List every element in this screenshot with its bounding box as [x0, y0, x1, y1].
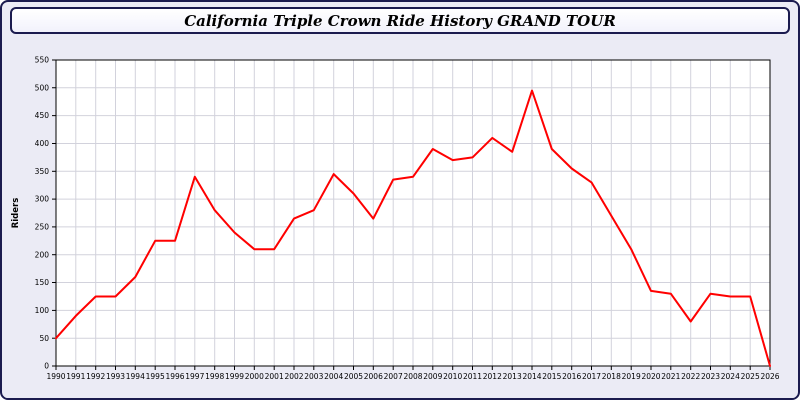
svg-text:1996: 1996: [165, 372, 184, 381]
svg-text:200: 200: [35, 250, 50, 259]
svg-text:300: 300: [35, 195, 50, 204]
svg-text:2003: 2003: [304, 372, 323, 381]
svg-text:Riders: Riders: [11, 198, 21, 229]
svg-text:2022: 2022: [681, 372, 700, 381]
svg-text:1990: 1990: [46, 372, 65, 381]
svg-text:2011: 2011: [463, 372, 482, 381]
svg-text:2000: 2000: [245, 372, 264, 381]
svg-text:1997: 1997: [185, 372, 204, 381]
svg-text:2013: 2013: [503, 372, 522, 381]
svg-text:2002: 2002: [284, 372, 303, 381]
svg-text:2001: 2001: [265, 372, 284, 381]
svg-text:2026: 2026: [760, 372, 779, 381]
svg-text:2014: 2014: [522, 372, 541, 381]
svg-text:2023: 2023: [701, 372, 720, 381]
svg-text:500: 500: [35, 83, 50, 92]
svg-text:2015: 2015: [542, 372, 561, 381]
svg-text:0: 0: [44, 362, 49, 371]
svg-text:150: 150: [35, 278, 50, 287]
svg-text:1993: 1993: [106, 372, 125, 381]
svg-text:2019: 2019: [622, 372, 641, 381]
svg-text:2012: 2012: [483, 372, 502, 381]
svg-text:2020: 2020: [641, 372, 660, 381]
svg-text:50: 50: [39, 334, 49, 343]
svg-text:2007: 2007: [384, 372, 403, 381]
svg-text:2006: 2006: [364, 372, 383, 381]
svg-text:2025: 2025: [741, 372, 760, 381]
svg-text:1995: 1995: [146, 372, 165, 381]
chart-title: California Triple Crown Ride History GRA…: [184, 11, 616, 30]
svg-text:1998: 1998: [205, 372, 224, 381]
svg-text:1992: 1992: [86, 372, 105, 381]
svg-text:2016: 2016: [562, 372, 581, 381]
svg-text:550: 550: [35, 56, 50, 65]
svg-text:2004: 2004: [324, 372, 343, 381]
svg-text:100: 100: [35, 306, 50, 315]
svg-text:2009: 2009: [423, 372, 442, 381]
svg-text:400: 400: [35, 139, 50, 148]
svg-text:1994: 1994: [126, 372, 145, 381]
svg-text:1999: 1999: [225, 372, 244, 381]
svg-text:250: 250: [35, 223, 50, 232]
svg-text:1991: 1991: [66, 372, 85, 381]
svg-text:2010: 2010: [443, 372, 462, 381]
svg-text:350: 350: [35, 167, 50, 176]
title-bar: California Triple Crown Ride History GRA…: [10, 7, 790, 34]
svg-text:2018: 2018: [602, 372, 621, 381]
svg-text:2008: 2008: [403, 372, 422, 381]
svg-text:2024: 2024: [721, 372, 740, 381]
chart-area: 1990 1991 1992 1993 1994 1995 1996 1997 1998 1999…: [4, 42, 796, 398]
svg-text:2017: 2017: [582, 372, 601, 381]
svg-text:450: 450: [35, 111, 50, 120]
svg-text:2005: 2005: [344, 372, 363, 381]
svg-text:2021: 2021: [661, 372, 680, 381]
riders-line-chart: 1990 1991 1992 1993 1994 1995 1996 1997 1998 1999…: [11, 56, 780, 381]
